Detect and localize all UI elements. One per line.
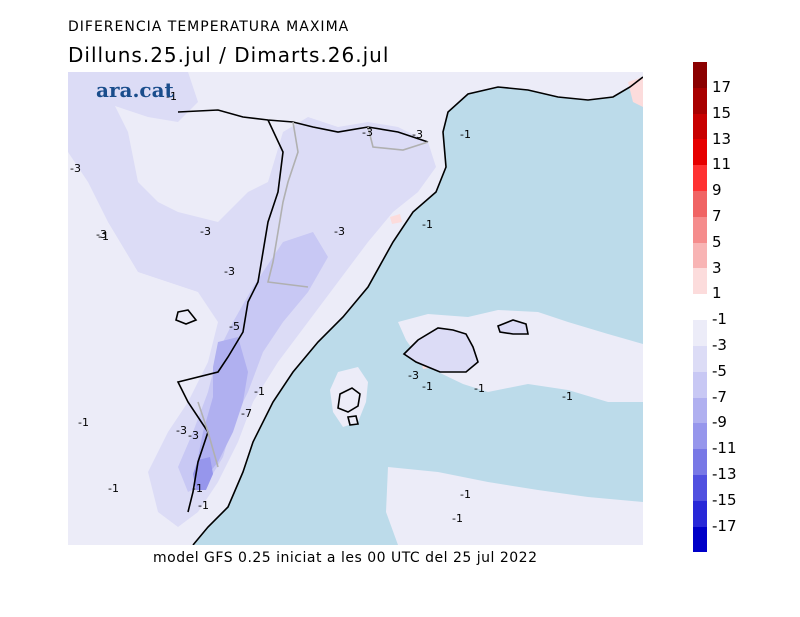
formentera-island [347, 415, 359, 426]
legend-swatch [693, 449, 707, 475]
legend-label: -15 [712, 490, 737, 509]
land-minus3-north [68, 72, 198, 122]
contour-label: -1 [460, 488, 471, 501]
contour-label: -3 [70, 162, 81, 175]
contour-label: -1 [192, 482, 203, 495]
contour-label: -1 [562, 390, 573, 403]
contour-label: -1 [166, 90, 177, 103]
contour-label: -1 [198, 499, 209, 512]
warm-spot-1 [628, 77, 643, 107]
contour-label: -3 [408, 369, 419, 382]
legend-swatch [693, 371, 707, 398]
contour-label: -3 [188, 429, 199, 442]
legend-label: -3 [712, 336, 727, 354]
legend-swatch [693, 139, 707, 166]
legend-swatch [693, 87, 707, 114]
contour-label: -1 [474, 382, 485, 395]
ibiza-island [337, 387, 361, 413]
contour-label: -3 [200, 225, 211, 238]
temperature-difference-map: -1 -3 -3 -3 -1 -3 -3 -1 -3 -5 -1 -7 -3 -1 -3 -1 -1 -3 -1 -1… [68, 72, 643, 545]
contour-label: -1 [254, 385, 265, 398]
contour-label: -1 [460, 128, 471, 141]
legend-label: -17 [712, 516, 737, 535]
legend-swatch [693, 191, 707, 217]
regional-border-4 [175, 309, 198, 325]
map-title: DIFERENCIA TEMPERATURA MAXIMA [68, 19, 350, 35]
land-minus7 [196, 337, 248, 477]
legend-swatch [693, 397, 707, 424]
border-line [177, 109, 429, 143]
warm-spot-2 [390, 214, 402, 224]
legend-swatch [693, 346, 707, 372]
brand-logo: ara.cat [96, 78, 174, 102]
contour-label: -3 [224, 265, 235, 278]
legend-swatch [693, 475, 707, 501]
coastline [192, 76, 643, 545]
map-date-range: Dilluns.25.jul / Dimarts.26.jul [68, 43, 390, 67]
contour-label: -1 [98, 230, 109, 243]
legend-swatch [693, 165, 707, 191]
contour-label: -3 [334, 225, 345, 238]
legend-swatch [693, 500, 707, 527]
contour-labels: -1-3-3-3-1-3-3-1-3-5-1-7-3-1-3-1 -1-3-1 -1… [70, 90, 573, 525]
contour-label: -1 [422, 218, 433, 231]
regional-border-2 [367, 126, 429, 151]
contour-label: -3 [362, 126, 373, 139]
legend-swatch [693, 526, 707, 553]
legend-swatch [693, 113, 707, 140]
legend-label: 15 [712, 103, 732, 122]
regional-border-3 [176, 119, 284, 513]
contour-label: -1 [422, 380, 433, 393]
legend-label: 3 [712, 258, 722, 277]
legend-swatch [693, 216, 707, 243]
legend-label: 1 [712, 284, 722, 303]
legend-label: -11 [712, 439, 737, 458]
regional-border [267, 121, 309, 288]
legend-label: 13 [712, 129, 732, 148]
model-caption: model GFS 0.25 iniciat a les 00 UTC del … [153, 550, 538, 566]
legend-label: -9 [712, 413, 727, 432]
sea-area [193, 72, 643, 545]
sea-cold-3 [386, 467, 643, 545]
legend-swatch [693, 268, 707, 295]
menorca-island [497, 319, 529, 335]
regional-border-5 [197, 401, 219, 468]
legend-label: -7 [712, 387, 727, 406]
contour-label: -5 [229, 320, 240, 333]
mallorca-island [402, 327, 479, 373]
legend-label: -5 [712, 361, 727, 380]
legend-swatch [693, 62, 707, 88]
legend-swatch [693, 320, 707, 346]
contour-label: -3 [176, 424, 187, 437]
contour-label: -3 [412, 128, 423, 141]
contour-label: -7 [241, 407, 252, 420]
contour-label: -1 [452, 512, 463, 525]
legend-label: 17 [712, 78, 732, 96]
legend-label: 5 [712, 232, 722, 251]
legend-label: -1 [712, 310, 727, 329]
contour-label: -1 [78, 416, 89, 429]
legend-swatch [693, 423, 707, 450]
legend-swatch [693, 242, 707, 269]
legend-label: -13 [712, 465, 737, 483]
contour-label: -3 [96, 228, 107, 241]
legend-label: 9 [712, 181, 722, 200]
contour-label: -1 [108, 482, 119, 495]
map-canvas: -1-3-3-3-1-3-3-1-3-5-1-7-3-1-3-1 -1-3-1 -1… [68, 72, 643, 545]
legend-label: 7 [712, 207, 722, 225]
legend-label: 11 [712, 155, 732, 174]
